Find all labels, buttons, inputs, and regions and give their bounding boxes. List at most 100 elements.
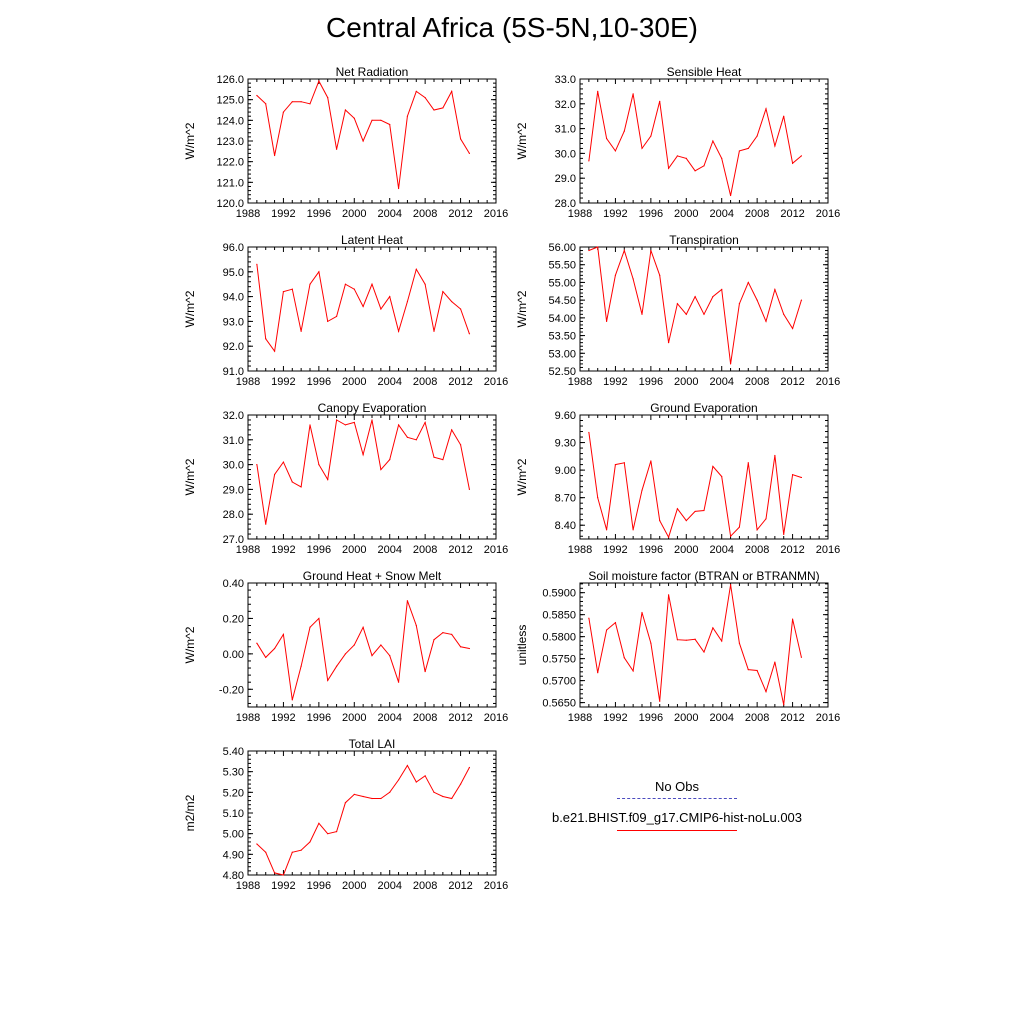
data-point (433, 456, 435, 458)
y-tick-label: 28.0 (223, 509, 244, 521)
data-point (459, 783, 462, 785)
data-point (389, 123, 391, 126)
x-tick-label: 2012 (448, 712, 472, 724)
data-point (694, 638, 696, 640)
data-point (468, 488, 471, 490)
data-point (442, 795, 444, 798)
data-point (300, 849, 302, 851)
data-point (774, 661, 776, 663)
data-point (415, 624, 417, 627)
x-tick-label: 2008 (413, 544, 437, 556)
data-point (318, 80, 320, 82)
legend-line-model (617, 830, 737, 831)
data-point (588, 160, 590, 162)
data-point (353, 644, 355, 646)
data-point (344, 653, 347, 655)
x-tick-label: 1992 (603, 208, 627, 220)
series-line (256, 764, 470, 876)
data-point (632, 529, 634, 531)
data-point (632, 93, 634, 95)
y-tick-label: -0.20 (219, 684, 244, 696)
x-tick-label: 2000 (342, 880, 366, 892)
data-point (397, 681, 400, 683)
data-point (597, 246, 599, 248)
y-axis-label: W/m^2 (515, 290, 529, 327)
data-point (685, 520, 687, 522)
y-tick-label: 126.0 (216, 74, 244, 86)
data-point (309, 424, 311, 426)
data-point (459, 138, 462, 140)
data-point (756, 299, 758, 301)
data-point (650, 135, 652, 137)
legend-label-model: b.e21.BHIST.f09_g17.CMIP6-hist-noLu.003 (551, 810, 803, 825)
data-point (614, 150, 617, 152)
data-point (406, 436, 409, 438)
x-tick-label: 1996 (307, 376, 331, 388)
data-point (362, 626, 364, 628)
data-point (291, 851, 293, 853)
y-tick-label: 0.5750 (542, 654, 576, 666)
data-point (335, 315, 338, 318)
x-tick-label: 2008 (745, 544, 769, 556)
x-tick-label: 2004 (377, 208, 401, 220)
y-tick-label: 0.5900 (542, 588, 576, 600)
data-point (597, 672, 599, 674)
y-axis-label: W/m^2 (183, 626, 197, 663)
data-point (335, 831, 338, 833)
x-tick-label: 2004 (377, 712, 401, 724)
data-point (282, 874, 285, 876)
data-point (641, 313, 643, 315)
data-point (605, 629, 608, 631)
x-tick-label: 1988 (568, 208, 592, 220)
data-point (667, 594, 670, 596)
x-tick-label: 2004 (709, 712, 733, 724)
y-tick-label: 9.30 (555, 438, 576, 450)
x-tick-label: 1992 (603, 376, 627, 388)
legend-label-obs: No Obs (654, 779, 700, 794)
x-tick-label: 1988 (568, 712, 592, 724)
data-point (300, 330, 302, 332)
data-point (650, 460, 652, 462)
page-title: Central Africa (5S-5N,10-30E) (326, 12, 698, 43)
y-tick-label: 125.0 (216, 95, 244, 107)
plot-frame (247, 414, 497, 540)
y-tick-label: 31.0 (223, 435, 244, 447)
y-tick-label: 122.0 (216, 157, 244, 169)
x-tick-label: 2004 (377, 880, 401, 892)
x-tick-label: 1996 (639, 376, 663, 388)
data-point (685, 313, 687, 315)
y-tick-label: 28.0 (555, 198, 576, 210)
data-point (783, 115, 785, 117)
data-point (273, 350, 276, 352)
data-point (703, 165, 705, 167)
x-tick-label: 2008 (745, 712, 769, 724)
data-point (415, 268, 417, 270)
data-point (327, 478, 329, 481)
data-point (353, 421, 355, 424)
y-tick-label: 8.70 (555, 493, 576, 505)
data-point (380, 797, 382, 800)
legend-line-obs (617, 798, 737, 799)
data-point (774, 288, 776, 291)
x-tick-label: 2004 (377, 544, 401, 556)
x-tick-label: 1988 (236, 880, 260, 892)
chart-title: Soil moisture factor (BTRAN or BTRANMN) (588, 569, 819, 583)
data-point (774, 145, 776, 147)
y-axis-label: W/m^2 (515, 458, 529, 495)
chart-panel: Ground Heat + Snow Melt W/m^2 1988 1992 1996… (183, 569, 508, 724)
data-point (291, 699, 293, 701)
x-tick-label: 1996 (307, 544, 331, 556)
data-point (783, 704, 785, 706)
data-point (442, 459, 444, 461)
data-point (362, 140, 364, 142)
data-point (415, 781, 417, 783)
chart-title: Ground Heat + Snow Melt (303, 569, 442, 583)
data-point (318, 822, 320, 824)
y-tick-label: 0.5700 (542, 676, 576, 688)
data-point (380, 468, 382, 471)
chart-panel: Latent Heat W/m^2 1988 1992 1996 2000 2004 2008… (183, 233, 508, 388)
y-tick-label: 120.0 (216, 198, 244, 210)
data-point (650, 642, 652, 644)
y-tick-label: 123.0 (216, 136, 244, 148)
data-point (800, 155, 803, 157)
